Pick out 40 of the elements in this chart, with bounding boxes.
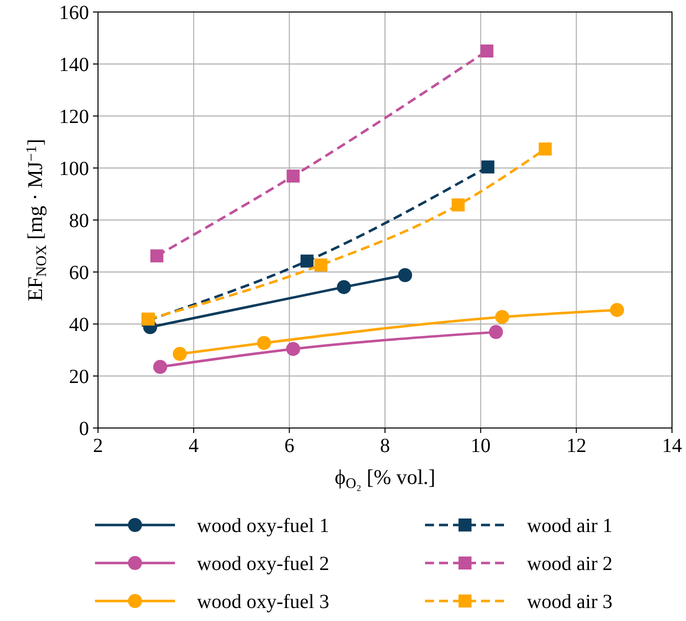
- point: [488, 325, 503, 340]
- point: [336, 280, 351, 294]
- point: [153, 360, 168, 374]
- x-tick-label: 4: [188, 435, 199, 457]
- x-tick-label: 8: [380, 435, 390, 457]
- point: [150, 249, 164, 262]
- y-tick-label: 20: [69, 366, 89, 388]
- legend-label: wood air 1: [527, 515, 613, 537]
- y-tick-label: 100: [59, 158, 89, 180]
- y-tick-label: 60: [69, 262, 89, 284]
- point: [538, 142, 552, 156]
- y-tick-label: 160: [59, 2, 89, 24]
- point: [300, 254, 314, 268]
- point: [172, 346, 187, 361]
- y-tick-label: 0: [79, 418, 89, 440]
- x-tick-label: 14: [662, 435, 682, 457]
- point: [452, 198, 465, 212]
- y-tick-label: 80: [69, 210, 89, 232]
- y-tick-label: 120: [59, 106, 89, 128]
- y-tick-label: 40: [69, 314, 89, 336]
- x-tick-label: 12: [566, 435, 586, 457]
- y-tick-label: 140: [59, 54, 89, 76]
- x-tick-label: 2: [93, 435, 103, 457]
- legend-label: wood oxy-fuel 2: [197, 553, 330, 575]
- point: [286, 342, 300, 356]
- point: [398, 268, 412, 282]
- point: [256, 336, 271, 350]
- x-axis-title: ϕ$_{O₂}$ [% vol.]: [334, 465, 436, 492]
- point: [314, 258, 328, 272]
- x-tick-label: 6: [284, 435, 294, 457]
- point: [610, 302, 624, 317]
- legend-label: wood oxy-fuel 1: [197, 515, 330, 537]
- legend-label: wood oxy-fuel 3: [197, 591, 330, 613]
- point: [480, 44, 494, 58]
- point: [495, 310, 510, 324]
- point: [481, 160, 494, 174]
- legend-label: wood air 3: [527, 591, 613, 613]
- point: [286, 170, 300, 183]
- legend-label: wood air 2: [527, 553, 613, 575]
- x-tick-label: 10: [470, 435, 491, 457]
